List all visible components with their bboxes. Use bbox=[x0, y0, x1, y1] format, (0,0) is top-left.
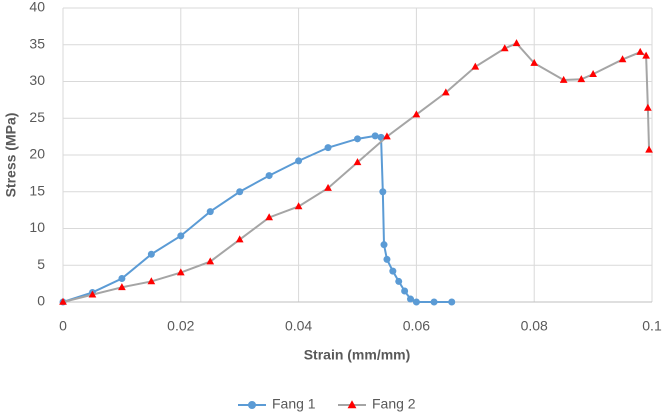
marker bbox=[354, 135, 361, 143]
marker bbox=[383, 255, 391, 263]
marker bbox=[371, 132, 379, 140]
marker bbox=[500, 44, 509, 52]
x-axis-title: Strain (mm/mm) bbox=[304, 347, 411, 363]
x-tick-label: 0.1 bbox=[642, 318, 662, 334]
marker bbox=[347, 400, 357, 409]
marker bbox=[118, 283, 126, 291]
marker bbox=[236, 188, 244, 196]
marker bbox=[265, 213, 273, 221]
marker bbox=[512, 39, 521, 47]
marker bbox=[265, 172, 273, 180]
marker bbox=[88, 290, 97, 298]
y-tick-label: 0 bbox=[37, 293, 45, 309]
marker bbox=[147, 250, 155, 258]
marker bbox=[448, 298, 456, 306]
marker bbox=[383, 132, 391, 140]
marker bbox=[412, 110, 421, 118]
marker bbox=[395, 277, 403, 285]
marker bbox=[471, 62, 480, 70]
marker bbox=[248, 401, 256, 409]
marker bbox=[380, 241, 388, 249]
marker bbox=[379, 188, 387, 196]
marker bbox=[118, 274, 126, 282]
marker bbox=[645, 145, 653, 153]
marker bbox=[295, 157, 303, 165]
x-tick-label: 0.06 bbox=[403, 318, 430, 334]
y-tick-label: 35 bbox=[29, 35, 45, 51]
marker bbox=[206, 208, 214, 216]
marker bbox=[177, 232, 185, 240]
x-tick-label: 0.08 bbox=[521, 318, 548, 334]
marker bbox=[442, 88, 450, 96]
marker bbox=[589, 69, 597, 77]
y-tick-label: 5 bbox=[37, 256, 45, 272]
x-tick-label: 0.02 bbox=[167, 318, 194, 334]
legend-label: Fang 1 bbox=[272, 396, 316, 412]
marker bbox=[636, 47, 645, 55]
marker bbox=[559, 75, 568, 83]
series-line bbox=[62, 42, 651, 303]
marker bbox=[294, 202, 303, 210]
y-tick-label: 20 bbox=[29, 146, 45, 162]
marker bbox=[412, 298, 420, 306]
marker bbox=[618, 55, 627, 63]
marker bbox=[407, 295, 415, 303]
marker bbox=[353, 158, 362, 166]
y-axis-title: Stress (MPa) bbox=[3, 113, 19, 198]
y-tick-label: 25 bbox=[29, 109, 45, 125]
y-tick-label: 15 bbox=[29, 182, 45, 198]
y-tick-label: 40 bbox=[29, 0, 45, 15]
legend-label: Fang 2 bbox=[372, 396, 416, 412]
marker bbox=[642, 51, 650, 59]
marker bbox=[206, 257, 215, 265]
marker bbox=[235, 235, 244, 243]
x-tick-label: 0 bbox=[59, 318, 67, 334]
marker bbox=[324, 144, 332, 152]
marker bbox=[324, 183, 332, 191]
marker bbox=[401, 287, 409, 295]
y-tick-label: 30 bbox=[29, 72, 45, 88]
marker bbox=[147, 277, 156, 285]
y-tick-label: 10 bbox=[29, 219, 45, 235]
marker bbox=[530, 58, 539, 66]
marker bbox=[430, 298, 438, 306]
marker bbox=[176, 268, 185, 276]
marker bbox=[389, 267, 397, 275]
marker bbox=[577, 75, 586, 83]
marker bbox=[644, 103, 652, 111]
marker bbox=[59, 297, 67, 305]
x-tick-label: 0.04 bbox=[285, 318, 312, 334]
